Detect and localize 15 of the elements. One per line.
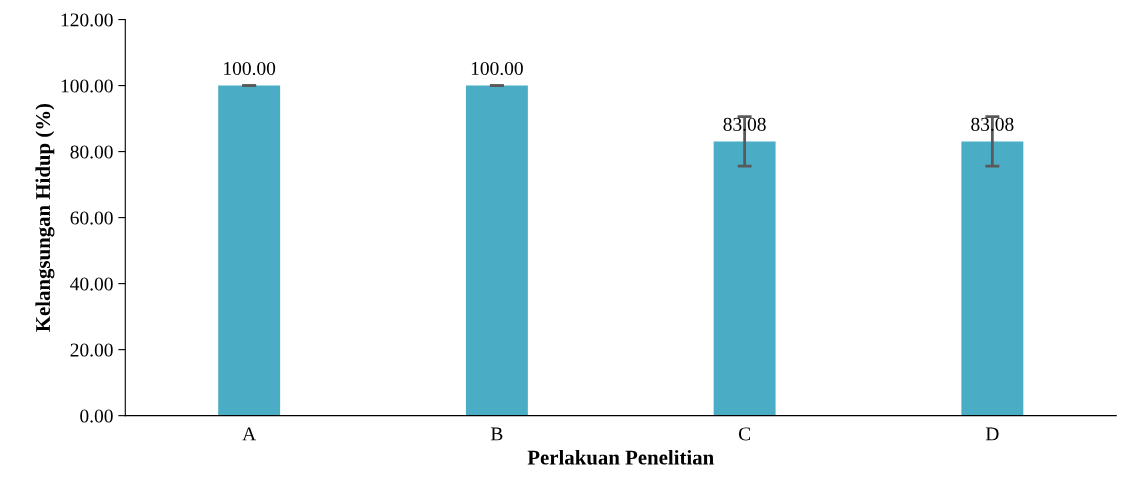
x-tick-label: C	[738, 427, 751, 441]
y-tick-label: 20.00	[70, 343, 113, 357]
x-tick-label: B	[490, 427, 503, 441]
y-tick-label: 60.00	[70, 211, 113, 225]
x-tick-label: D	[985, 427, 999, 441]
data-label: 100.00	[471, 61, 523, 76]
y-tick-label: 0.00	[80, 409, 113, 423]
y-tick-label: 80.00	[70, 145, 113, 159]
x-tick-label: A	[242, 427, 257, 441]
y-tick-label: 100.00	[61, 79, 113, 93]
y-tick-label: 120.00	[61, 13, 113, 27]
y-axis-title: Kelangsungan Hidup (%)	[35, 103, 55, 332]
x-axis-title: Perlakuan Penelitian	[527, 449, 714, 465]
data-label: 100.00	[224, 61, 276, 76]
y-tick-label: 40.00	[70, 277, 113, 291]
